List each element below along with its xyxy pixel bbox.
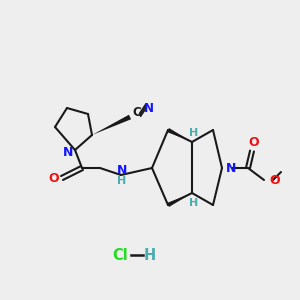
Text: O: O (269, 175, 280, 188)
Text: O: O (49, 172, 59, 184)
Polygon shape (167, 193, 192, 207)
Text: H: H (189, 198, 199, 208)
Polygon shape (167, 128, 192, 142)
Text: O: O (249, 136, 259, 149)
Text: Cl: Cl (112, 248, 128, 262)
Text: H: H (189, 128, 199, 138)
Text: C: C (133, 106, 141, 119)
Text: H: H (144, 248, 156, 262)
Text: N: N (226, 161, 236, 175)
Text: H: H (117, 176, 127, 186)
Text: N: N (117, 164, 127, 178)
Text: N: N (63, 146, 73, 158)
Polygon shape (92, 115, 131, 135)
Text: N: N (144, 101, 154, 115)
